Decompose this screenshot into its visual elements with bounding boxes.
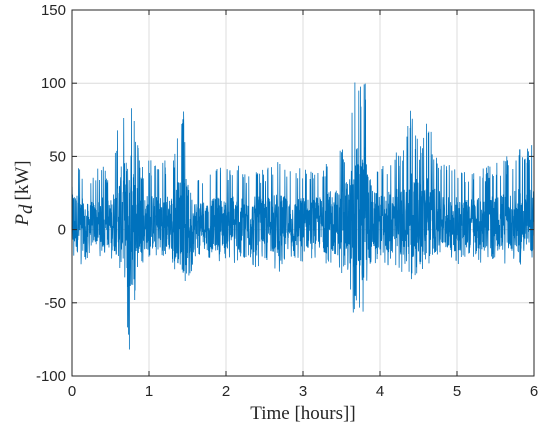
- x-tick-label: 0: [68, 383, 76, 400]
- tick-labels: 0 1 2 3 4 5 6 150 100 50 0 -50 -100: [36, 2, 538, 400]
- x-tick-label: 6: [530, 383, 538, 400]
- y-axis-label-unit: [kW]: [12, 160, 33, 200]
- signal-series: [71, 82, 535, 350]
- y-axis-label: Pd [kW]: [12, 160, 37, 226]
- x-tick-label: 5: [453, 383, 461, 400]
- x-tick-label: 1: [145, 383, 153, 400]
- x-axis-label: Time [hours]]: [250, 403, 355, 424]
- y-axis-label-symbol: P: [12, 214, 33, 227]
- ticks: [71, 9, 535, 377]
- y-axis-label-subscript: d: [16, 204, 37, 214]
- y-tick-label: 150: [41, 2, 66, 19]
- x-tick-label: 3: [299, 383, 307, 400]
- signal-line: [71, 82, 535, 350]
- y-tick-label: -100: [36, 368, 66, 385]
- svg-text:Pd[kW]: Pd [kW]: [12, 160, 37, 226]
- y-tick-label: 0: [58, 222, 66, 239]
- y-tick-label: 50: [49, 148, 66, 165]
- x-tick-label: 4: [376, 383, 384, 400]
- y-tick-label: 100: [41, 75, 66, 92]
- y-tick-label: -50: [44, 295, 66, 312]
- x-tick-label: 2: [222, 383, 230, 400]
